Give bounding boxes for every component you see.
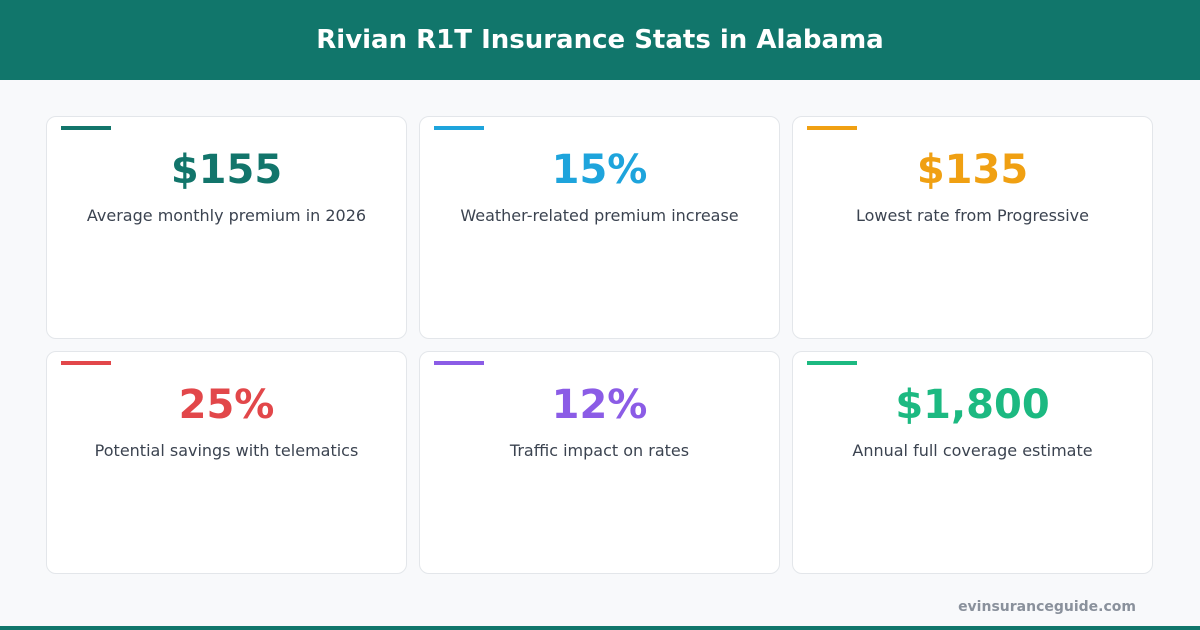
stat-value: 12% bbox=[551, 382, 648, 428]
source: evinsuranceguide.com bbox=[958, 599, 1136, 615]
header: Rivian R1T Insurance Stats in Alabama bbox=[0, 0, 1200, 80]
stat-card: $135 Lowest rate from Progressive bbox=[792, 116, 1153, 339]
accent-bar bbox=[434, 126, 484, 130]
stat-value: 15% bbox=[551, 147, 648, 193]
stat-label: Weather-related premium increase bbox=[460, 206, 739, 225]
title: Rivian R1T Insurance Stats in Alabama bbox=[316, 25, 884, 55]
stat-card: 12% Traffic impact on rates bbox=[419, 351, 780, 574]
accent-bar bbox=[807, 126, 857, 130]
stat-label: Average monthly premium in 2026 bbox=[86, 206, 367, 225]
stat-label: Traffic impact on rates bbox=[509, 441, 690, 460]
accent-bar bbox=[434, 361, 484, 365]
accent-bar bbox=[61, 126, 111, 130]
stat-label: Lowest rate from Progressive bbox=[856, 206, 1089, 225]
stat-value: 25% bbox=[178, 382, 275, 428]
stat-value: $155 bbox=[170, 147, 283, 193]
stat-value: $1,800 bbox=[895, 382, 1050, 428]
bottom-bar bbox=[0, 626, 1200, 630]
accent-bar bbox=[807, 361, 857, 365]
stat-label: Annual full coverage estimate bbox=[852, 441, 1093, 460]
stat-card: $155 Average monthly premium in 2026 bbox=[46, 116, 407, 339]
stat-card: $1,800 Annual full coverage estimate bbox=[792, 351, 1153, 574]
stat-card: 15% Weather-related premium increase bbox=[419, 116, 780, 339]
stat-card: 25% Potential savings with telematics bbox=[46, 351, 407, 574]
stat-value: $135 bbox=[916, 147, 1029, 193]
stat-label: Potential savings with telematics bbox=[94, 441, 359, 460]
accent-bar bbox=[61, 361, 111, 365]
